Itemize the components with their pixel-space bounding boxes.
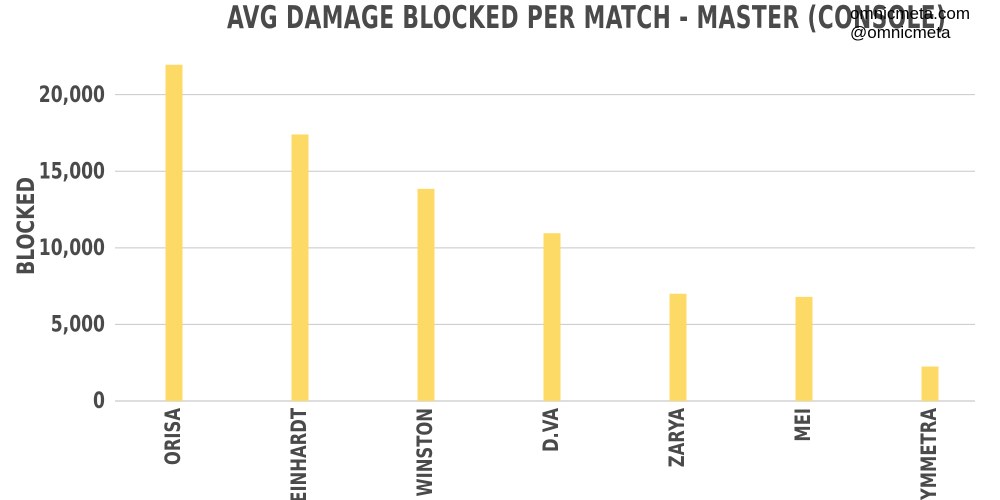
bar-orisa bbox=[165, 64, 183, 402]
bar-winston bbox=[417, 188, 435, 401]
y-axis-label: BLOCKED bbox=[13, 177, 41, 275]
y-tick-label: 5,000 bbox=[51, 312, 105, 338]
x-tick-label: WINSTON bbox=[414, 408, 437, 496]
x-tick-label: D.VA bbox=[540, 408, 563, 452]
y-tick-label: 20,000 bbox=[39, 82, 105, 108]
watermark-handle: @omnicmeta bbox=[850, 23, 951, 42]
bar-mei bbox=[795, 296, 813, 401]
x-tick-label: SYMMETRA bbox=[918, 408, 941, 500]
x-tick-label: REINHARDT bbox=[288, 408, 311, 500]
x-tick-label: ZARYA bbox=[666, 408, 689, 468]
x-tick-label: ORISA bbox=[162, 408, 185, 465]
bar-reinhardt bbox=[291, 134, 309, 402]
y-tick-label: 15,000 bbox=[39, 158, 105, 184]
bar-zarya bbox=[669, 293, 687, 401]
y-tick-label: 0 bbox=[93, 388, 105, 414]
y-tick-label: 10,000 bbox=[39, 235, 105, 261]
watermark-site: omnicmeta.com bbox=[850, 4, 970, 23]
bar-symmetra bbox=[921, 366, 939, 401]
x-tick-label: MEI bbox=[792, 408, 815, 442]
bar-dva bbox=[543, 233, 561, 401]
